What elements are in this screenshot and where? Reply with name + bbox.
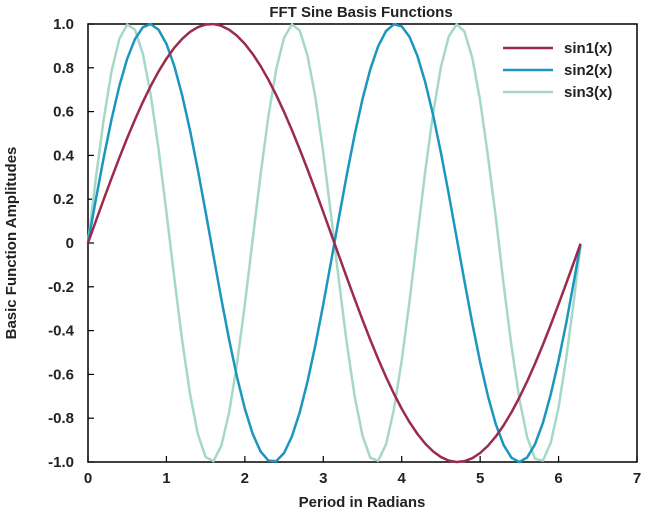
y-axis-title: Basic Function Amplitudes — [3, 147, 20, 340]
x-tick-label: 5 — [476, 470, 484, 487]
legend: sin1(x) sin2(x) sin3(x) — [503, 40, 612, 101]
x-tick-label: 2 — [241, 470, 249, 487]
y-tick-label: 0.4 — [53, 147, 75, 164]
x-axis-title: Period in Radians — [299, 494, 426, 511]
y-tick-label: -0.2 — [48, 279, 74, 296]
y-tick-label: -0.4 — [48, 323, 75, 340]
plot-series — [86, 22, 582, 464]
x-axis: 0 1 2 3 4 5 6 7 — [84, 456, 641, 487]
y-tick-label: 0 — [66, 235, 74, 252]
y-axis: -1.0 -0.8 -0.6 -0.4 -0.2 0 0.2 0.4 0.6 0.8 1.0 — [48, 16, 94, 471]
series-line-sin1x — [86, 22, 582, 464]
y-tick-label: 0.2 — [53, 191, 74, 208]
x-tick-label: 7 — [633, 470, 641, 487]
y-tick-label: -0.8 — [48, 410, 74, 427]
x-tick-label: 6 — [554, 470, 562, 487]
legend-label: sin1(x) — [564, 40, 612, 57]
y-tick-label: 1.0 — [53, 16, 74, 33]
y-tick-label: -1.0 — [48, 454, 74, 471]
x-tick-label: 1 — [162, 470, 170, 487]
legend-label: sin2(x) — [564, 62, 612, 79]
y-tick-label: -0.6 — [48, 366, 74, 383]
legend-label: sin3(x) — [564, 84, 612, 101]
chart-title: FFT Sine Basis Functions — [269, 4, 452, 21]
y-tick-label: 0.6 — [53, 104, 74, 121]
x-tick-label: 3 — [319, 470, 327, 487]
x-tick-label: 4 — [398, 470, 407, 487]
y-tick-label: 0.8 — [53, 60, 74, 77]
x-tick-label: 0 — [84, 470, 92, 487]
